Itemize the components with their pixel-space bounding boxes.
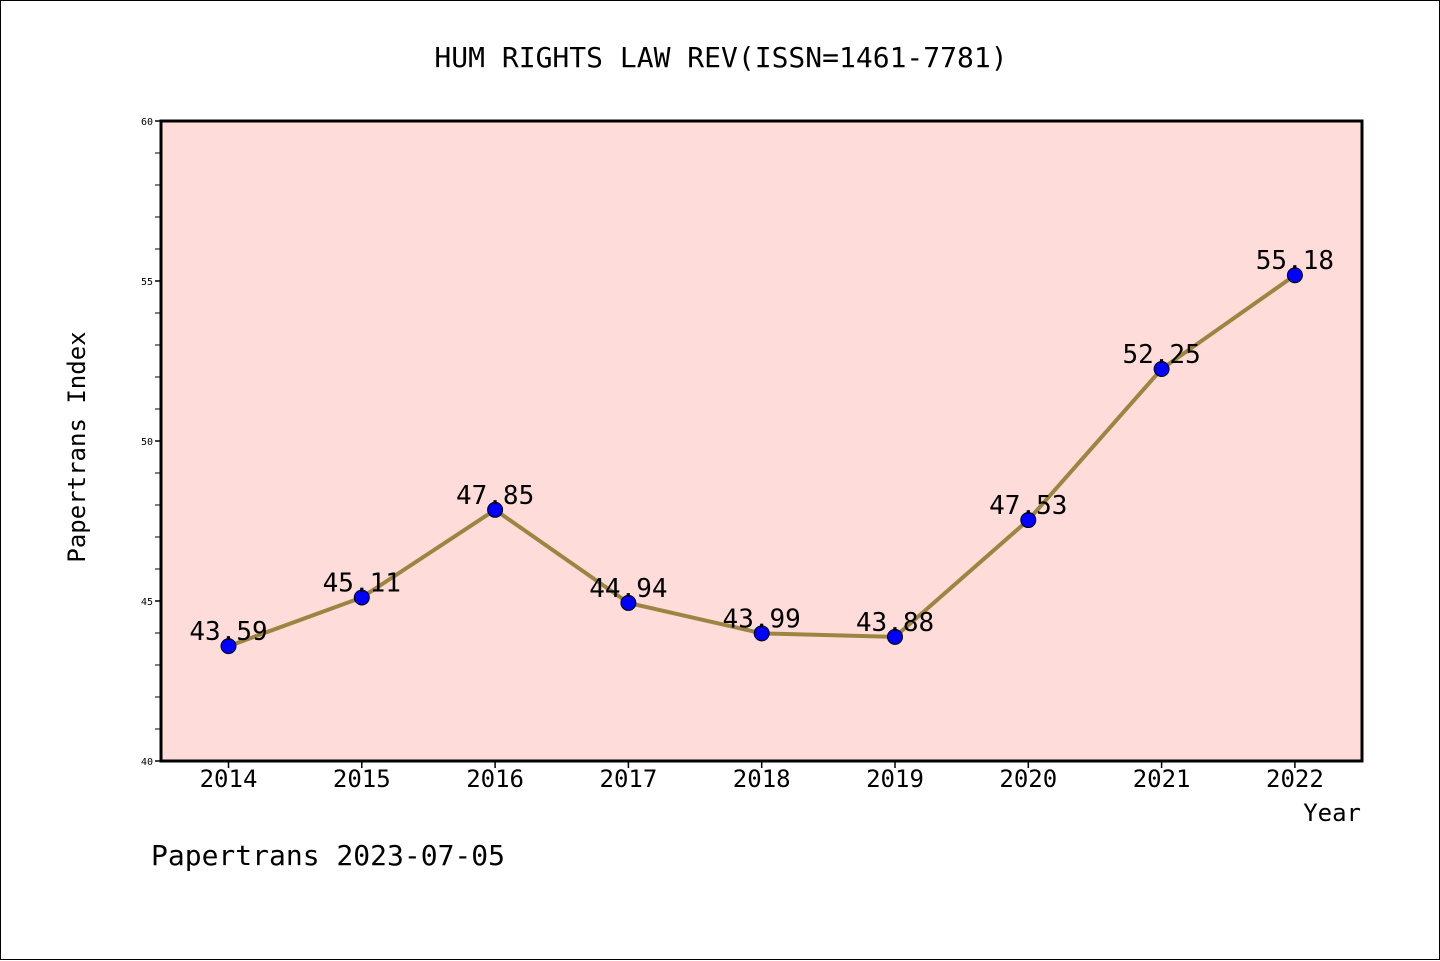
- plot-frame: [159, 119, 1364, 763]
- x-tick-label: 2018: [733, 765, 791, 793]
- data-label: 47.85: [456, 481, 534, 511]
- data-point: [353, 589, 370, 606]
- data-label: 47.53: [989, 491, 1067, 521]
- data-label: 43.59: [189, 617, 267, 647]
- data-point: [1286, 267, 1303, 284]
- data-point: [1153, 361, 1170, 377]
- data-label: 55.18: [1256, 246, 1334, 276]
- x-tick-label: 2021: [1133, 765, 1191, 793]
- data-label: 45.11: [323, 568, 401, 598]
- data-label: 43.99: [723, 604, 801, 634]
- x-tick-label: 2017: [600, 765, 658, 793]
- x-tick-label: 2020: [999, 765, 1057, 793]
- plot-area: [161, 121, 1362, 761]
- x-tick-label: 2014: [200, 765, 258, 793]
- y-tick-label: 60: [141, 117, 153, 128]
- y-tick-label: 50: [141, 437, 153, 448]
- x-axis-ticks: 2014 2015 2016 2017 2018 2019 2020 2021 2022: [200, 761, 1324, 793]
- footer-stamp: Papertrans 2023-07-05: [151, 839, 505, 872]
- series-layer: 43.59 45.11 47.85 44.94 43.99 43.88 47.53 52.25…: [189, 246, 1334, 655]
- data-point: [220, 638, 237, 655]
- x-axis-label: Year: [1303, 799, 1361, 827]
- y-tick-label: 40: [141, 757, 153, 768]
- x-tick-label: 2022: [1266, 765, 1324, 793]
- y-tick-label: 45: [141, 597, 153, 608]
- x-tick-label: 2016: [466, 765, 524, 793]
- data-point: [753, 625, 770, 642]
- data-label: 52.25: [1122, 340, 1200, 370]
- y-axis-label: Papertrans Index: [63, 331, 91, 562]
- y-tick-label: 55: [141, 277, 153, 288]
- data-label: 44.94: [589, 574, 667, 604]
- x-tick-label: 2019: [866, 765, 924, 793]
- chart-title: HUM RIGHTS LAW REV(ISSN=1461-7781): [434, 41, 1007, 74]
- data-point: [1020, 512, 1037, 529]
- data-label: 43.88: [856, 608, 934, 638]
- data-point: [887, 628, 903, 645]
- data-point: [620, 594, 637, 611]
- data-point: [487, 501, 504, 518]
- y-axis-ticks: 40 45 50 55 60: [141, 117, 161, 768]
- x-tick-label: 2015: [333, 765, 391, 793]
